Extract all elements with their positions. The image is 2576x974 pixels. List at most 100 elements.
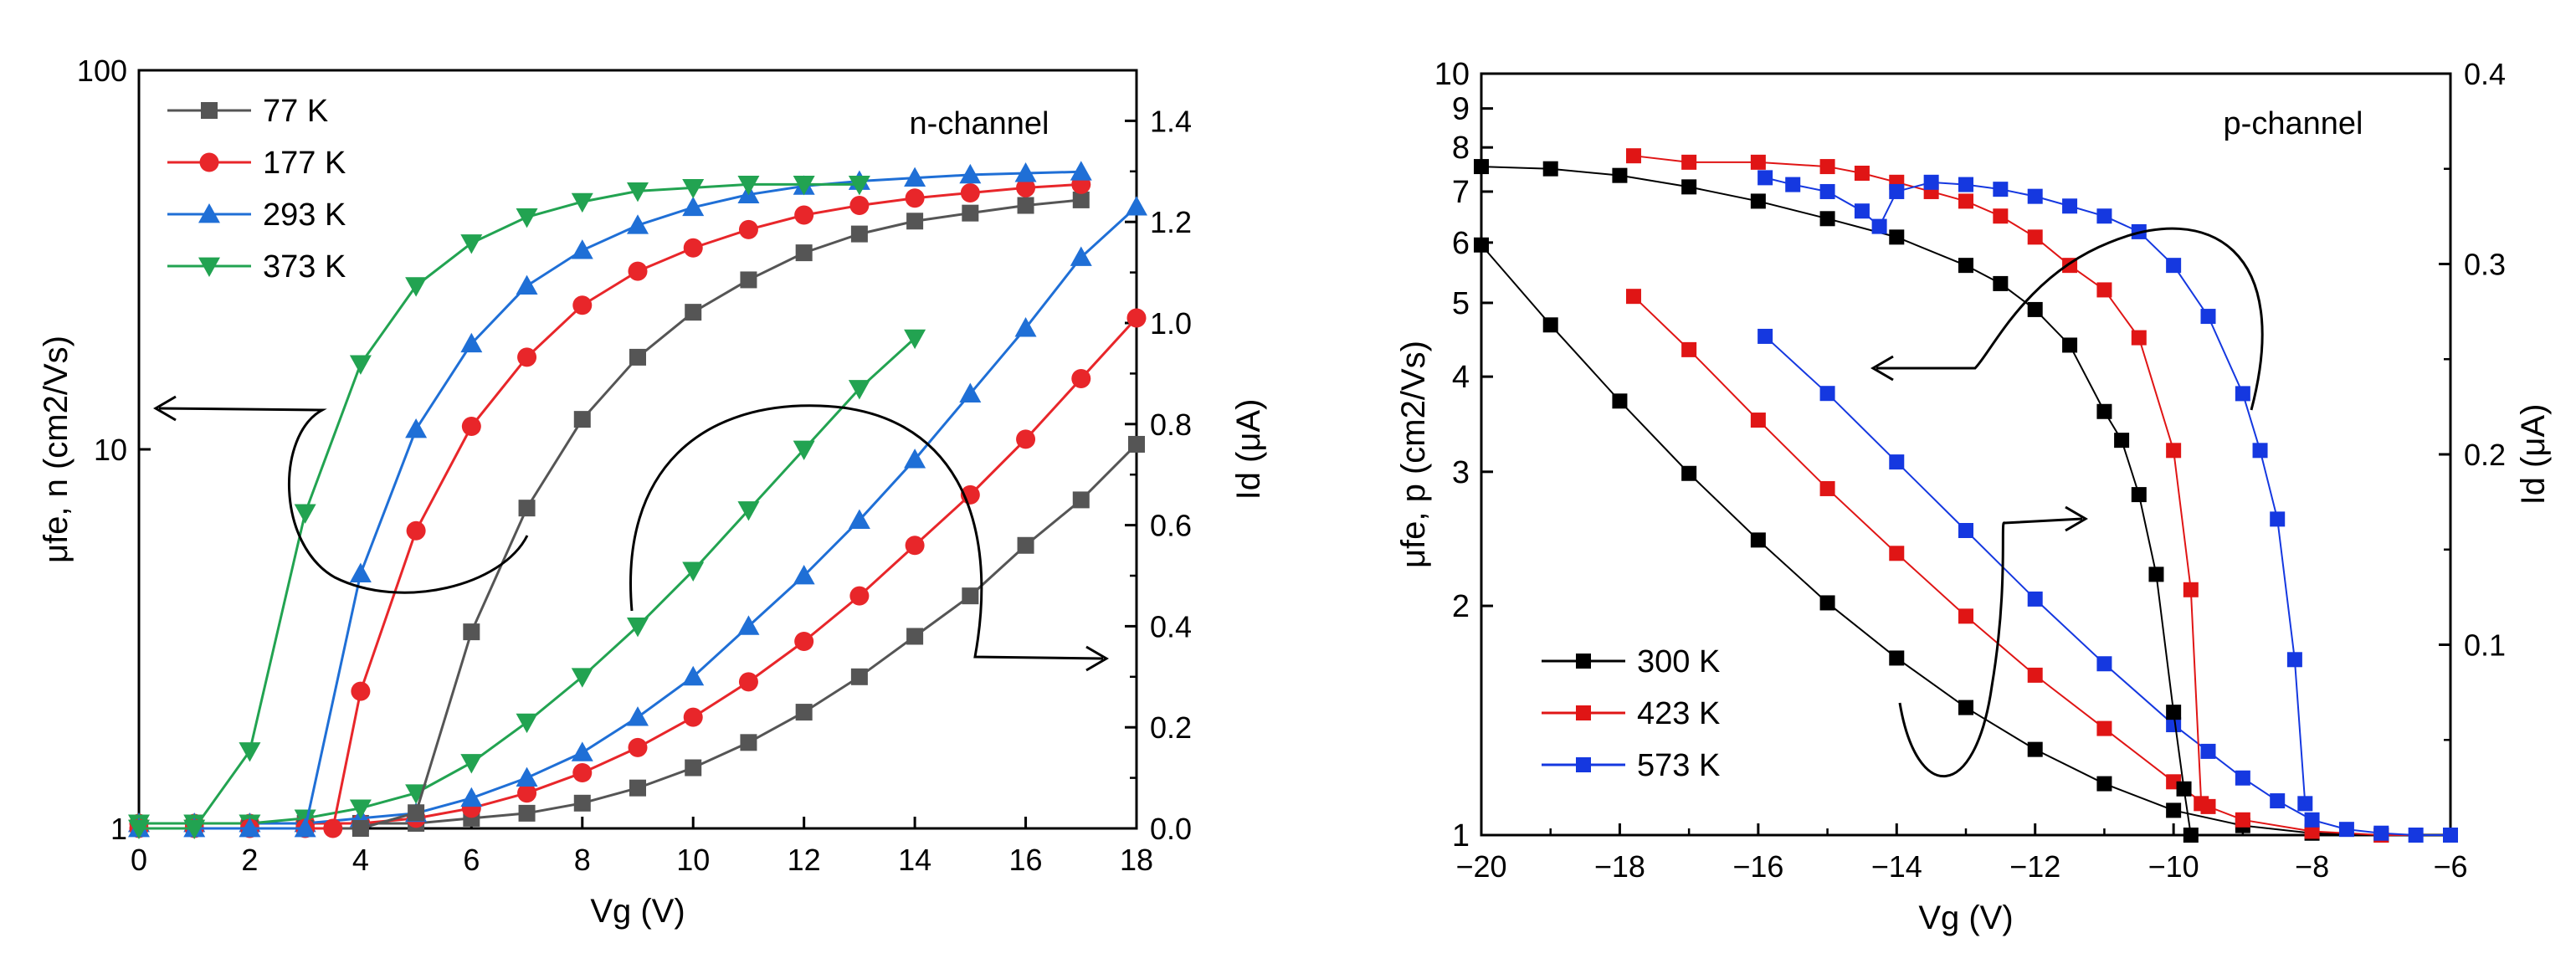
x-tick-label: 8 [574, 843, 591, 877]
y-right-axis-label: Id (μA) [1230, 399, 1267, 500]
data-point [573, 794, 591, 812]
data-point [849, 196, 870, 216]
legend-marker [198, 203, 220, 223]
x-tick-label: −12 [2009, 849, 2060, 884]
data-point [793, 175, 815, 196]
data-point [1542, 161, 1558, 177]
data-point [2252, 443, 2268, 459]
y-right-tick-label: 0.3 [2464, 248, 2506, 282]
data-point [1958, 258, 1973, 274]
data-point [906, 628, 924, 645]
legend-label: 77 K [263, 94, 328, 129]
data-point [461, 417, 481, 437]
data-point [2183, 828, 2199, 843]
data-point [2148, 566, 2164, 582]
x-tick-label: 14 [898, 843, 931, 877]
series-line [139, 182, 860, 830]
data-point [1612, 393, 1628, 409]
x-axis-label: Vg (V) [590, 893, 685, 930]
y-left-tick-label: 8 [1452, 131, 1470, 166]
data-point [737, 615, 760, 635]
data-point [2176, 781, 2192, 797]
data-point [517, 783, 537, 803]
panel-annotation: n-channel [910, 106, 1049, 141]
data-point [1750, 154, 1766, 170]
data-point [1785, 177, 1801, 192]
legend-marker [198, 257, 220, 277]
series-line [1764, 177, 2307, 804]
data-point [848, 175, 870, 196]
y-left-axis-label: μfe, p (cm2/Vs) [1395, 341, 1432, 568]
series-line [1633, 155, 2203, 804]
data-point [1958, 177, 1973, 192]
data-point [2027, 188, 2043, 204]
data-point [1016, 177, 1036, 197]
data-point [904, 449, 926, 469]
x-tick-label: 12 [788, 843, 821, 877]
data-point [460, 787, 483, 807]
mobility-series-423K [1625, 148, 2209, 812]
x-tick-label: −10 [2148, 849, 2199, 884]
x-tick-label: 16 [1009, 843, 1043, 877]
current-series-293K [128, 196, 1147, 833]
data-point [1070, 246, 1092, 266]
data-point [2408, 828, 2424, 843]
data-point [904, 167, 926, 187]
data-point [627, 618, 649, 638]
data-point [848, 509, 870, 529]
p-channel-chart: −20 −18 −16 −14 −12 −10 −8 −6 1 2 3 4 5 6 7 8 910 0.1 0.2 0… [1395, 57, 2552, 936]
data-point [1126, 196, 1147, 216]
current-series-300K [1474, 237, 2458, 843]
data-point [1758, 170, 1773, 186]
data-point [2027, 667, 2043, 683]
data-point [1923, 174, 1939, 190]
curl-arrow-left-head [1870, 355, 1894, 382]
data-point [1889, 546, 1905, 561]
data-point [460, 332, 483, 353]
data-point [627, 706, 649, 726]
data-point [1474, 237, 1489, 253]
x-tick-label: 0 [131, 843, 147, 877]
current-series-423K [1625, 289, 2458, 843]
data-point [2166, 717, 2182, 733]
y-left-tick-label: 7 [1452, 175, 1470, 210]
x-tick-label: 2 [241, 843, 258, 877]
data-point [1993, 182, 2009, 197]
data-point [1750, 532, 1766, 548]
y-right-tick-label: 0.2 [1150, 710, 1192, 745]
data-point [795, 244, 813, 262]
data-point [239, 742, 261, 762]
data-point [904, 329, 926, 350]
y-right-tick-label: 0.0 [1150, 812, 1192, 846]
legend-marker [1576, 757, 1591, 772]
curl-arrow-left [158, 407, 529, 594]
legend-label: 300 K [1637, 644, 1720, 679]
data-point [629, 348, 646, 366]
data-point [2297, 796, 2313, 812]
data-point [1474, 159, 1489, 175]
data-point [905, 188, 925, 208]
data-point [850, 225, 868, 243]
x-tick-label: −14 [1871, 849, 1922, 884]
data-point [1750, 193, 1766, 209]
data-point [2270, 793, 2286, 809]
x-tick-label: 18 [1120, 843, 1153, 877]
y-right-tick-label: 0.4 [1150, 609, 1192, 643]
y-left-tick-label: 9 [1452, 92, 1470, 127]
data-point [2131, 487, 2147, 503]
data-point [1854, 165, 1870, 181]
y-left-axis-label: μfe, n (cm2/Vs) [38, 336, 74, 563]
series-line [1633, 295, 2450, 836]
x-tick-label: 10 [676, 843, 710, 877]
data-point [2062, 198, 2078, 214]
data-point [1889, 183, 1905, 199]
data-point [2114, 433, 2130, 449]
data-point [1681, 154, 1697, 170]
data-point [627, 214, 649, 234]
data-point [906, 213, 924, 230]
x-tick-label: 6 [463, 843, 480, 877]
curl-arrow-right-head [2065, 505, 2088, 532]
data-point [1819, 595, 1835, 611]
current-series-573K [1758, 328, 2458, 843]
